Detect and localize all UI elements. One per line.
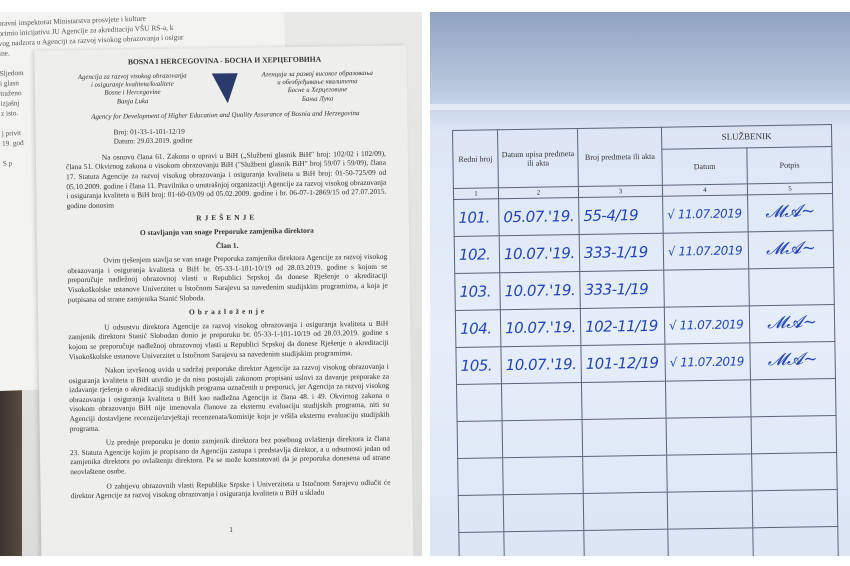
paper-edge [430,104,850,110]
back-fragment: S p [2,159,13,168]
wooden-desk-edge [0,342,22,556]
agency-header: Agencija za razvoj visokog obrazovanja i… [65,69,385,107]
header-datum-upisa: Datum upisa predmeta ili akta [497,128,579,188]
document-meta: Broj: 01-33-1-101-12/19 Datum: 29.03.201… [113,125,385,147]
right-photo-register: Redni broj Datum upisa predmeta ili akta… [430,12,850,556]
country-header: BOSNA I HERCEGOVINA - БОСНА И ХЕРЦЕГОВИН… [127,54,322,67]
cell-datum-upisa: 10.07.'19. [499,234,580,273]
signature-image: 𝓜𝓐~ [749,304,835,343]
back-fragment: 19. god [1,139,24,148]
header-redni-broj: Redni broj [452,129,499,189]
cell-datum-upisa: 10.07.'19. [500,308,581,347]
cell-redni: 102. [454,235,500,274]
signature-image: 𝓜𝓐~ [748,230,834,269]
signature-image: 𝓜𝓐~ [749,341,836,380]
bih-coat-of-arms-icon [212,73,238,103]
reasoning-heading: Obrazloženje [188,306,268,317]
table-row: 105. 10.07.'19. 101-12/19 √ 11.07.2019 𝓜… [455,341,836,385]
table-row: 103. 10.07.'19. 333-1/19 [454,267,835,311]
cell-potpis-empty [748,267,835,306]
cell-datum: √ 11.07.2019 [664,305,750,345]
cell-datum-upisa: 05.07.'19. [498,197,580,236]
table-row: 101. 05.07.'19. 55-4/19 √ 11.07.2019 𝓜𝓐~ [453,193,834,237]
reasoning-paragraph: Nakon izvršenog uvida u sadržaj preporuk… [68,361,390,433]
empty-row [457,452,838,496]
table-row: 102. 10.07.'19. 333-1/19 √ 11.07.2019 𝓜𝓐… [454,230,834,274]
cell-redni: 104. [455,309,501,348]
cell-datum [663,268,750,308]
header-potpis: Potpis [746,146,833,184]
left-photo-document: pravni inspektorat Ministarstva prosvjet… [0,12,422,556]
reasoning-paragraph: Uz prednje preporuku je donio zamjenik d… [69,433,391,477]
agency-name-latin: Agencija za razvoj visokog obrazovanja i… [65,72,200,108]
page-number: 1 [229,524,233,534]
back-fragment: z isto. [0,109,19,118]
agency-line: Бања Лука [301,95,334,103]
decision-document: BOSNA I HERCEGOVINA - БОСНА И ХЕРЦЕГОВИН… [34,45,414,556]
agency-name-cyrillic: Агенција за развој високог образовања и … [250,69,385,105]
empty-row [458,526,839,556]
empty-row [456,378,837,422]
agency-name-english: Agency for Development of Higher Educati… [91,110,360,122]
back-fragment: Sljedom [0,68,24,78]
reasoning-paragraph: O zahtjevu obrazovnih vlasti Republike S… [70,477,391,501]
header-sluzbenik: SLUŽBENIK [661,124,832,150]
reasoning-paragraph: U odsustvu direktora Agencije za razvoj … [68,318,389,361]
empty-row [457,415,837,459]
empty-row [458,489,838,533]
preamble: Na osnovu člana 61. Zakona o upravi u Bi… [65,148,387,210]
back-fragment: izjašnj [0,99,20,108]
cell-broj: 101-12/19 [580,344,666,383]
cell-redni: 105. [455,346,502,385]
cell-broj: 55-4/19 [578,196,664,235]
agency-line: Banja Luka [116,97,149,106]
back-fragment: j privit [1,129,22,138]
register-table: Redni broj Datum upisa predmeta ili akta… [452,124,839,556]
decision-title: RJEŠENJE [196,212,258,223]
header-datum: Datum [661,147,748,186]
table-row: 104. 10.07.'19. 102-11/19 √ 11.07.2019 𝓜… [455,304,835,348]
cell-datum-upisa: 10.07.'19. [500,345,582,384]
cell-broj: 102-11/19 [580,307,665,346]
decision-subtitle: O stavljanju van snage Preporuke zamjeni… [139,225,314,238]
article-heading: Član 1. [215,240,239,250]
article-text: Ovim rješenjem stavlja se van snage Prep… [67,251,388,304]
cell-datum: √ 11.07.2019 [662,194,749,234]
cell-broj: 333-1/19 [579,233,664,272]
cell-redni: 103. [454,272,501,311]
header-broj-predmeta: Broj predmeta ili akta [577,127,663,187]
back-fragment: i glasn [0,79,20,88]
cell-broj: 333-1/19 [579,270,665,309]
signature-image: 𝓜𝓐~ [747,193,834,232]
cell-redni: 101. [453,198,500,237]
cell-datum: √ 11.07.2019 [663,231,749,271]
cell-datum: √ 11.07.2019 [664,342,751,382]
cell-datum-upisa: 10.07.'19. [499,271,581,310]
column-number: 1 [453,187,499,200]
